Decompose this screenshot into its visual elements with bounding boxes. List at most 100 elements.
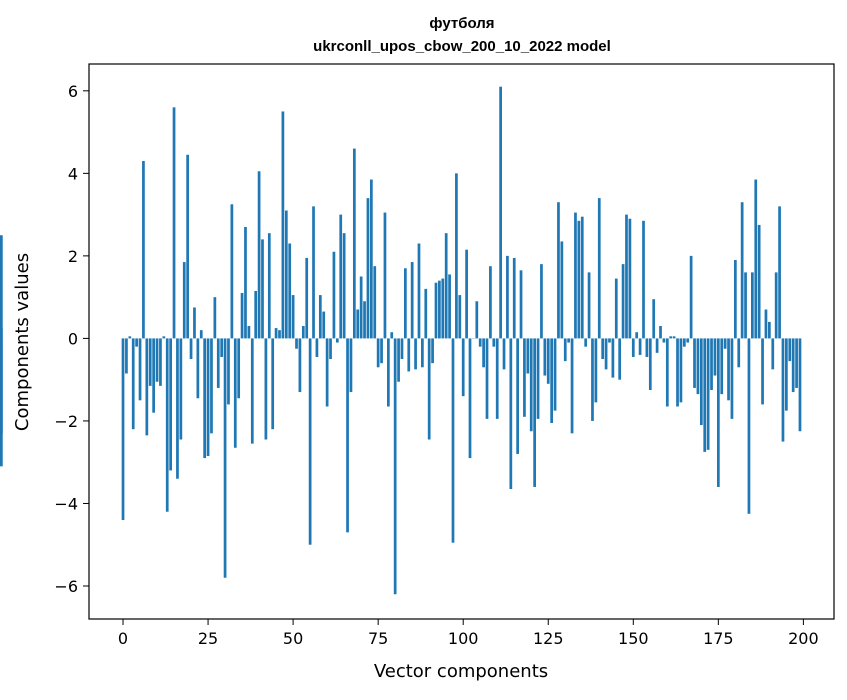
bar	[353, 149, 356, 339]
bar	[601, 338, 604, 359]
bar	[496, 338, 499, 418]
x-tick-label: 200	[788, 629, 819, 648]
bar	[312, 206, 315, 338]
bar	[135, 338, 138, 346]
bar	[350, 338, 353, 392]
bar	[431, 338, 434, 363]
bar	[693, 338, 696, 388]
bar	[714, 338, 717, 375]
bar	[489, 266, 492, 338]
y-tick-label: 2	[68, 247, 78, 266]
y-tick-label: −2	[54, 412, 78, 431]
bar	[673, 336, 676, 338]
x-axis-label: Vector components	[374, 661, 548, 682]
bar	[438, 281, 441, 339]
bar	[452, 338, 455, 542]
bar	[748, 338, 751, 513]
bar	[492, 338, 495, 346]
bar	[156, 338, 159, 381]
bar	[751, 272, 754, 338]
bar	[394, 338, 397, 594]
y-tick-label: 4	[68, 164, 78, 183]
bar	[503, 338, 506, 369]
bar	[319, 295, 322, 338]
bar	[737, 338, 740, 367]
bar	[479, 338, 482, 346]
bar	[122, 338, 125, 520]
bar	[190, 338, 193, 359]
bar	[639, 338, 642, 355]
bar	[727, 338, 730, 400]
bar	[754, 180, 757, 339]
bar	[509, 338, 512, 489]
bar	[574, 213, 577, 339]
y-tick-label: −4	[54, 494, 78, 513]
bar	[421, 338, 424, 367]
bar	[635, 332, 638, 338]
bar	[703, 338, 706, 451]
bar	[207, 338, 210, 456]
bar	[265, 338, 268, 439]
bar	[139, 338, 142, 400]
bar	[128, 336, 131, 338]
bar	[183, 262, 186, 338]
bar	[397, 338, 400, 381]
bar	[285, 210, 288, 338]
bar	[768, 322, 771, 339]
bar	[244, 227, 247, 338]
bar	[676, 338, 679, 406]
y-tick-label: 0	[68, 329, 78, 348]
x-tick-label: 50	[283, 629, 303, 648]
bar	[411, 262, 414, 338]
bar	[659, 326, 662, 338]
bar	[356, 310, 359, 339]
bar	[448, 274, 451, 338]
bar	[652, 299, 655, 338]
bar	[724, 338, 727, 348]
bar	[595, 338, 598, 402]
bar	[145, 338, 148, 435]
bars-group	[0, 87, 801, 595]
bar	[680, 338, 683, 402]
bar	[435, 283, 438, 339]
bar	[234, 338, 237, 447]
bar	[792, 338, 795, 392]
bar	[547, 338, 550, 383]
bar	[179, 338, 182, 439]
bar	[292, 295, 295, 338]
bar	[782, 338, 785, 441]
bar	[663, 338, 666, 342]
bar	[377, 338, 380, 367]
bar	[710, 338, 713, 390]
bar	[217, 338, 220, 388]
y-tick-label: 6	[68, 82, 78, 101]
bar	[608, 338, 611, 342]
bar	[200, 330, 203, 338]
bar	[268, 233, 271, 338]
bar	[771, 338, 774, 369]
bar	[193, 307, 196, 338]
bar	[554, 338, 557, 410]
bar	[424, 289, 427, 339]
bar	[465, 250, 468, 339]
bar	[632, 338, 635, 357]
bar	[571, 338, 574, 433]
bar	[758, 225, 761, 338]
x-tick-label: 100	[448, 629, 479, 648]
bar	[380, 338, 383, 363]
bar	[414, 338, 417, 369]
bar	[656, 338, 659, 352]
bar	[224, 338, 227, 577]
bar	[622, 264, 625, 338]
bar	[441, 279, 444, 339]
bar	[282, 111, 285, 338]
bar	[543, 338, 546, 375]
bar	[271, 338, 274, 429]
bar	[316, 338, 319, 357]
bar	[152, 338, 155, 412]
bar	[237, 338, 240, 398]
x-tick-label: 25	[198, 629, 218, 648]
bar	[761, 338, 764, 404]
bar	[598, 198, 601, 338]
